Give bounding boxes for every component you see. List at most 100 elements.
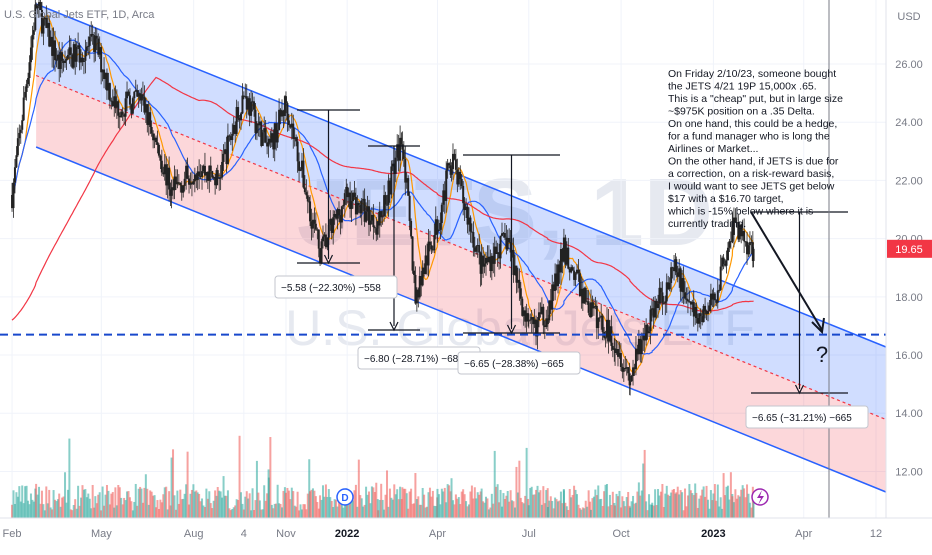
time-tick-label: 2022: [335, 528, 359, 540]
volume-bar: [589, 501, 592, 518]
measure-label: −5.58 (−22.30%) −558: [281, 283, 381, 294]
volume-bar: [218, 490, 221, 518]
volume-bar: [394, 494, 397, 518]
volume-bar: [131, 510, 134, 518]
candle-body: [244, 96, 247, 98]
candle-body: [445, 170, 448, 201]
candle-body: [346, 186, 349, 198]
candle-body: [561, 249, 564, 262]
candle-body: [587, 301, 590, 313]
ma-fast-line[interactable]: [11, 14, 755, 374]
candle-body: [330, 218, 333, 233]
channel-lower-line[interactable]: [35, 146, 887, 493]
candle-body: [562, 244, 565, 262]
candle-body: [276, 129, 279, 143]
lightning-icon[interactable]: [751, 488, 769, 506]
candle-body: [282, 110, 285, 116]
candle-body: [218, 177, 221, 179]
candle-body: [354, 196, 357, 215]
candle-body: [97, 38, 100, 55]
volume-bar: [636, 491, 639, 518]
volume-bar: [738, 496, 741, 518]
price-tick-label: 24.00: [895, 117, 923, 129]
last-price-badge[interactable]: [887, 239, 932, 258]
volume-bar: [689, 490, 692, 518]
candle-body: [414, 274, 417, 304]
candle-body: [590, 302, 593, 318]
candle-body: [61, 52, 64, 61]
channel-mid-line[interactable]: [35, 74, 887, 421]
candle-body: [457, 171, 460, 185]
volume-bar: [686, 495, 689, 518]
volume-bar: [649, 504, 652, 518]
volume-bar: [696, 507, 699, 518]
candle-body: [671, 267, 674, 269]
volume-bar: [182, 498, 185, 518]
candle-body: [226, 135, 229, 165]
volume-bar: [604, 484, 607, 518]
volume-bar: [165, 486, 168, 518]
volume-bar: [303, 504, 306, 518]
volume-bar: [91, 484, 94, 518]
projection-arrow[interactable]: [750, 211, 823, 331]
volume-bar: [284, 492, 287, 518]
candle-body: [225, 149, 228, 165]
candle-body: [649, 309, 652, 332]
volume-bar: [456, 498, 459, 518]
volume-bar: [498, 502, 501, 518]
candle-body: [365, 211, 368, 222]
volume-bar: [554, 497, 557, 518]
dividend-marker[interactable]: D: [336, 488, 354, 506]
volume-bar: [652, 505, 655, 518]
volume-bar: [72, 505, 75, 518]
candle-body: [657, 303, 660, 309]
candle-body: [545, 318, 548, 327]
candle-body: [696, 318, 699, 324]
candle-body: [405, 178, 408, 183]
candle-body: [88, 36, 91, 46]
volume-bar: [688, 484, 691, 518]
volume-bar: [668, 495, 671, 518]
volume-bar: [423, 494, 426, 518]
candle-body: [627, 367, 630, 374]
volume-bar: [480, 488, 483, 518]
volume-bar: [601, 506, 604, 518]
candle-body: [580, 288, 583, 296]
volume-bar: [300, 509, 303, 518]
candle-body: [724, 263, 727, 266]
candle-body: [270, 133, 273, 143]
volume-bar: [702, 486, 705, 518]
volume-bar: [332, 507, 335, 518]
candle-body: [264, 128, 267, 143]
candle-body: [642, 333, 645, 341]
candle-body: [568, 268, 571, 273]
volume-bar: [418, 504, 421, 518]
volume-bar: [205, 488, 208, 518]
candle-body: [153, 137, 156, 141]
volume-bar: [581, 507, 584, 518]
candle-body: [472, 232, 475, 248]
volume-bar: [655, 505, 658, 518]
volume-bar: [270, 504, 273, 518]
volume-bar: [359, 495, 362, 518]
candle-body: [533, 319, 536, 325]
volume-bar: [186, 451, 189, 518]
volume-bar: [101, 486, 104, 518]
candle-body: [615, 349, 618, 353]
candle-body: [667, 282, 670, 290]
candle-body: [56, 54, 59, 60]
volume-bar: [450, 478, 453, 518]
volume-bar: [457, 497, 460, 518]
volume-bar: [317, 508, 320, 518]
ma-slow-line[interactable]: [11, 76, 754, 321]
volume-bar: [88, 498, 91, 518]
price-tick-label: 12.00: [895, 466, 923, 478]
volume-bar: [716, 484, 719, 518]
candle-body: [682, 278, 685, 293]
candle-body: [98, 47, 101, 55]
time-tick-label: Nov: [276, 528, 296, 540]
volume-bar: [240, 492, 243, 518]
volume-bar: [82, 489, 85, 518]
